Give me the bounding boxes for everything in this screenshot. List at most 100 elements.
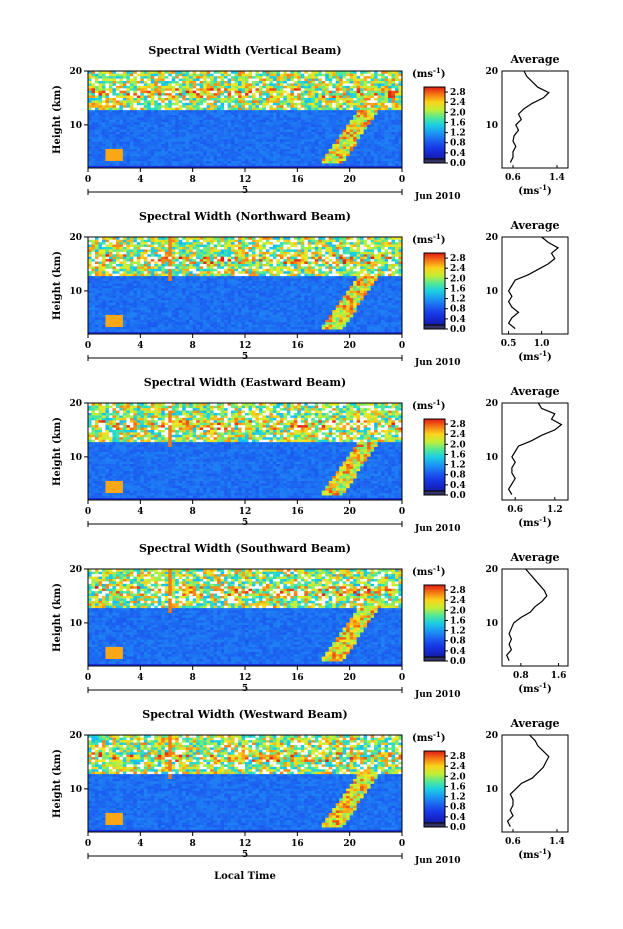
heatmap-cell — [297, 117, 302, 120]
heatmap-cell — [105, 104, 110, 108]
heatmap-cell — [384, 321, 389, 325]
heatmap-cell — [140, 100, 145, 103]
heatmap-cell — [279, 85, 284, 89]
heatmap-cell — [241, 100, 246, 103]
heatmap-cell — [391, 160, 396, 164]
heatmap-cell — [335, 160, 340, 164]
heatmap-cell — [150, 329, 155, 332]
heatmap-cell — [126, 95, 131, 98]
heatmap-cell — [189, 87, 193, 91]
heatmap-cell — [286, 124, 291, 128]
heatmap-cell — [307, 302, 312, 306]
heatmap-cell — [185, 97, 190, 101]
heatmap-cell — [269, 141, 274, 145]
heatmap-cell — [161, 87, 166, 91]
heatmap-cell — [157, 124, 162, 128]
heatmap-cell — [245, 160, 249, 164]
heatmap-cell — [231, 117, 235, 120]
heatmap-cell — [178, 100, 183, 103]
heatmap-cell — [356, 138, 361, 142]
heatmap-cell — [199, 309, 204, 313]
heatmap-cell — [353, 90, 357, 94]
heatmap-cell — [126, 78, 131, 81]
heatmap-cell — [353, 97, 357, 101]
heatmap-cell — [241, 302, 246, 306]
heatmap-cell — [168, 317, 173, 320]
heatmap-cell — [276, 71, 281, 74]
heatmap-cell — [395, 321, 399, 325]
heatmap-cell — [290, 155, 295, 159]
heatmap-cell — [241, 300, 246, 303]
heatmap-cell — [217, 109, 221, 113]
heatmap-cell — [98, 158, 103, 162]
heatmap-cell — [325, 153, 330, 157]
heatmap-cell — [307, 158, 312, 162]
heatmap-cell — [272, 102, 277, 106]
heatmap-cell — [98, 138, 103, 142]
heatmap-cell — [321, 92, 326, 96]
heatmap-cell — [241, 131, 246, 135]
heatmap-cell — [318, 138, 323, 142]
heatmap-cell — [115, 90, 120, 94]
heatmap-cell — [133, 80, 138, 84]
heatmap-cell — [314, 87, 319, 91]
heatmap-cell — [178, 92, 183, 96]
heatmap-cell — [238, 73, 242, 77]
heatmap-cell — [88, 153, 92, 157]
heatmap-cell — [182, 151, 186, 154]
heatmap-cell — [196, 75, 200, 79]
heatmap-cell — [196, 78, 200, 81]
heatmap-cell — [262, 326, 267, 330]
heatmap-cell — [119, 80, 124, 84]
heatmap-cell — [98, 80, 103, 84]
heatmap-cell — [238, 151, 242, 154]
heatmap-cell — [381, 124, 385, 128]
heatmap-cell — [192, 143, 197, 147]
heatmap-cell — [300, 131, 305, 135]
heatmap-cell — [258, 148, 263, 152]
heatmap-cell — [276, 302, 281, 306]
heatmap-cell — [304, 134, 309, 137]
heatmap-cell — [332, 155, 337, 159]
heatmap-cell — [112, 143, 117, 147]
heatmap-cell — [227, 307, 232, 311]
heatmap-cell — [297, 119, 302, 123]
heatmap-cell — [231, 141, 235, 145]
heatmap-cell — [328, 324, 333, 328]
heatmap-cell — [349, 326, 354, 330]
heatmap-cell — [234, 148, 239, 152]
heatmap-cell — [311, 83, 316, 86]
heatmap-cell — [349, 114, 354, 118]
heatmap-cell — [147, 87, 152, 91]
heatmap-cell — [206, 151, 211, 154]
heatmap-cell — [314, 102, 319, 106]
heatmap-cell — [374, 304, 378, 308]
heatmap-cell — [370, 83, 375, 86]
heatmap-cell — [101, 329, 106, 332]
heatmap-cell — [182, 121, 186, 125]
heatmap-cell — [112, 321, 117, 325]
heatmap-cell — [360, 138, 364, 142]
heatmap-cell — [388, 90, 392, 94]
heatmap-cell — [335, 321, 340, 325]
heatmap-cell — [143, 321, 148, 325]
heatmap-cell — [112, 317, 117, 320]
heatmap-cell — [318, 119, 323, 123]
heatmap-cell — [119, 73, 124, 77]
heatmap-cell — [178, 148, 183, 152]
heatmap-cell — [224, 138, 228, 142]
heatmap-cell — [321, 160, 326, 164]
heatmap-cell — [276, 80, 281, 84]
heatmap-cell — [115, 102, 120, 106]
heatmap-cell — [272, 114, 277, 118]
heatmap-cell — [98, 85, 103, 89]
heatmap-cell — [286, 297, 291, 301]
heatmap-cell — [293, 112, 298, 115]
heatmap-cell — [213, 124, 218, 128]
heatmap-cell — [164, 92, 169, 96]
heatmap-cell — [335, 109, 340, 113]
heatmap-cell — [196, 138, 200, 142]
heatmap-cell — [335, 153, 340, 157]
heatmap-cell — [335, 126, 340, 130]
heatmap-cell — [136, 109, 141, 113]
